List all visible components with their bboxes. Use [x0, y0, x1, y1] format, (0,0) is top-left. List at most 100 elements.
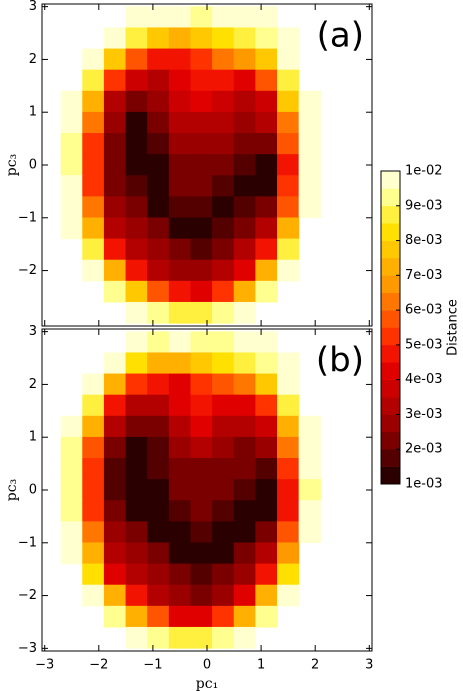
y-tick-label: −2 — [18, 588, 37, 603]
contour-cell — [298, 479, 321, 501]
contour-cell — [125, 563, 148, 586]
contour-cell — [103, 542, 127, 565]
contour-cell — [212, 563, 235, 586]
contour-cell — [125, 331, 148, 354]
contour-cell — [190, 605, 213, 628]
contour-cell — [125, 154, 148, 176]
contour-cell — [103, 196, 127, 219]
contour-cell — [82, 238, 105, 261]
contour-cell — [125, 90, 148, 113]
contour-cell — [190, 331, 213, 354]
contour-cell — [125, 27, 148, 50]
contour-cell — [233, 90, 256, 113]
contour-cell — [277, 415, 300, 438]
contour-cell — [103, 175, 127, 197]
x-tick-label: 0 — [203, 658, 211, 673]
contour-cell — [233, 27, 256, 50]
contour-cell — [147, 373, 170, 396]
contour-cell — [212, 90, 235, 113]
contour-cell — [168, 133, 192, 155]
contour-cell — [190, 27, 213, 50]
contour-cell — [82, 90, 105, 113]
contour-cell — [147, 584, 170, 607]
contour-cell — [233, 415, 256, 438]
contour-cell — [255, 500, 278, 522]
contour-cell — [60, 521, 83, 544]
colorbar-band — [381, 205, 400, 224]
contour-cell — [147, 259, 170, 282]
contour-cell — [277, 238, 300, 261]
contour-cell — [277, 479, 300, 501]
x-axis-label: pc₁ — [196, 676, 218, 691]
contour-cell — [147, 111, 170, 134]
colorbar-band — [381, 362, 400, 380]
contour-cell — [103, 436, 127, 459]
contour-cell — [103, 27, 127, 50]
contour-cell — [233, 626, 256, 649]
contour-cell — [168, 154, 192, 176]
contour-cell — [82, 563, 105, 586]
contour-cell — [60, 175, 83, 197]
x-tick-label: −1 — [143, 658, 162, 673]
colorbar-band — [381, 397, 400, 415]
contour-cell — [103, 500, 127, 522]
contour-cell — [190, 90, 213, 113]
contour-cell — [212, 280, 235, 303]
contour-cell — [190, 154, 213, 176]
contour-cell — [212, 48, 235, 71]
contour-cell — [233, 373, 256, 396]
contour-cell — [82, 154, 105, 176]
contour-cell — [103, 394, 127, 417]
contour-cell — [103, 605, 127, 628]
y-tick-label: 3 — [29, 0, 37, 14]
colorbar-tick-label: 2e-03 — [405, 442, 443, 457]
contour-cell — [233, 175, 256, 197]
contour-cell — [168, 521, 192, 544]
y-tick-label: −2 — [18, 263, 37, 278]
contour-cell — [298, 415, 321, 438]
contour-field — [60, 331, 321, 649]
contour-cell — [190, 542, 213, 565]
colorbar-tick-label: 3e-03 — [405, 407, 443, 422]
contour-cell — [190, 217, 213, 240]
colorbar-tick-label: 4e-03 — [405, 372, 443, 387]
contour-cell — [212, 331, 235, 354]
contour-cell — [190, 352, 213, 375]
contour-cell — [255, 90, 278, 113]
contour-cell — [212, 542, 235, 565]
contour-cell — [233, 479, 256, 501]
contour-cell — [82, 373, 105, 396]
contour-cell — [103, 90, 127, 113]
contour-cell — [277, 111, 300, 134]
contour-cell — [298, 90, 321, 113]
contour-cell — [233, 500, 256, 522]
contour-cell — [125, 521, 148, 544]
contour-cell — [168, 280, 192, 303]
contour-cell — [103, 111, 127, 134]
contour-cell — [168, 605, 192, 628]
contour-cell — [255, 373, 278, 396]
contour-cell — [298, 500, 321, 522]
contour-cell — [212, 69, 235, 92]
colorbar-band — [381, 292, 400, 311]
panel-label: (a) — [317, 16, 364, 56]
contour-cell — [147, 6, 170, 29]
contour-cell — [125, 458, 148, 480]
contour-cell — [212, 373, 235, 396]
contour-cell — [255, 479, 278, 501]
contour-cell — [168, 6, 192, 29]
contour-cell — [125, 415, 148, 438]
y-tick-label: −3 — [18, 641, 37, 656]
contour-cell — [125, 352, 148, 375]
contour-cell — [125, 196, 148, 219]
contour-cell — [168, 69, 192, 92]
contour-cell — [147, 133, 170, 155]
y-tick-label: −1 — [18, 535, 37, 550]
contour-cell — [255, 394, 278, 417]
contour-cell — [190, 373, 213, 396]
contour-cell — [298, 521, 321, 544]
colorbar-tick-label: 6e-03 — [405, 303, 443, 318]
contour-cell — [233, 48, 256, 71]
contour-cell — [60, 133, 83, 155]
